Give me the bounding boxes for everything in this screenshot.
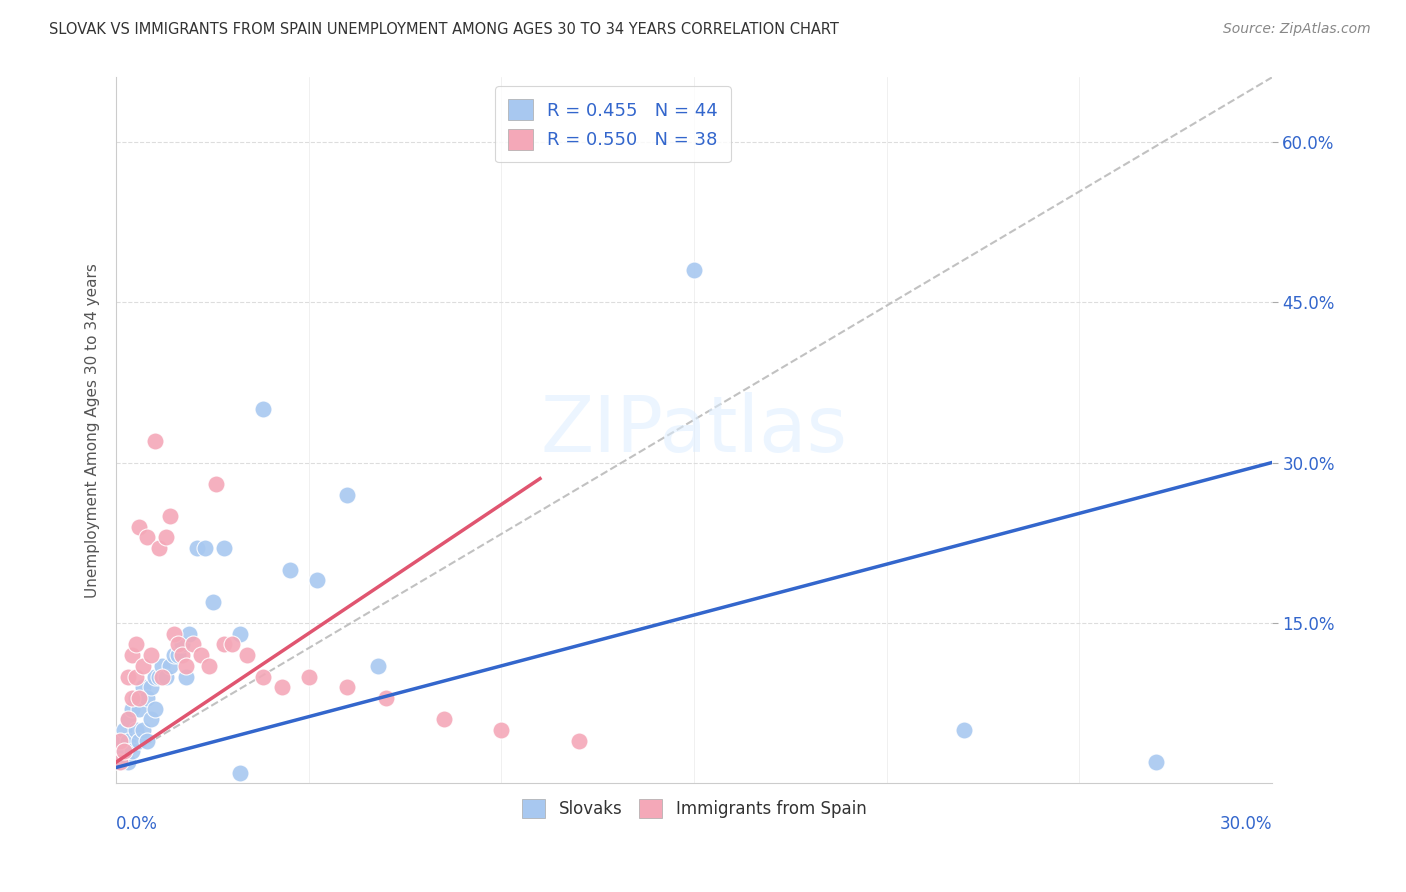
Point — [433, 712, 456, 726]
Point — [139, 680, 162, 694]
Point — [108, 733, 131, 747]
Text: 30.0%: 30.0% — [1219, 815, 1272, 833]
Point — [121, 690, 143, 705]
Point — [121, 648, 143, 662]
Point — [128, 520, 150, 534]
Point — [683, 263, 706, 277]
Point — [221, 637, 243, 651]
Legend: Slovaks, Immigrants from Spain: Slovaks, Immigrants from Spain — [515, 792, 873, 824]
Point — [163, 626, 186, 640]
Point — [174, 669, 197, 683]
Text: Source: ZipAtlas.com: Source: ZipAtlas.com — [1223, 22, 1371, 37]
Point — [128, 701, 150, 715]
Point — [136, 690, 159, 705]
Point — [181, 637, 204, 651]
Point — [228, 765, 250, 780]
Point — [179, 626, 201, 640]
Point — [132, 723, 155, 737]
Point — [367, 658, 389, 673]
Point — [252, 402, 274, 417]
Point — [112, 744, 135, 758]
Point — [108, 755, 131, 769]
Point — [194, 541, 217, 556]
Point — [170, 637, 193, 651]
Text: SLOVAK VS IMMIGRANTS FROM SPAIN UNEMPLOYMENT AMONG AGES 30 TO 34 YEARS CORRELATI: SLOVAK VS IMMIGRANTS FROM SPAIN UNEMPLOY… — [49, 22, 839, 37]
Point — [278, 562, 301, 576]
Point — [152, 658, 174, 673]
Point — [143, 669, 166, 683]
Point — [139, 712, 162, 726]
Point — [108, 733, 131, 747]
Point — [143, 434, 166, 449]
Point — [298, 669, 321, 683]
Point — [121, 701, 143, 715]
Point — [336, 680, 359, 694]
Point — [252, 669, 274, 683]
Point — [128, 690, 150, 705]
Point — [124, 690, 146, 705]
Y-axis label: Unemployment Among Ages 30 to 34 years: Unemployment Among Ages 30 to 34 years — [86, 263, 100, 598]
Point — [124, 723, 146, 737]
Point — [567, 733, 589, 747]
Point — [201, 594, 224, 608]
Point — [132, 680, 155, 694]
Point — [124, 669, 146, 683]
Point — [190, 648, 212, 662]
Point — [148, 669, 170, 683]
Point — [139, 648, 162, 662]
Point — [117, 712, 139, 726]
Text: ZIPatlas: ZIPatlas — [540, 392, 848, 468]
Point — [132, 658, 155, 673]
Point — [112, 723, 135, 737]
Point — [167, 637, 190, 651]
Point — [228, 626, 250, 640]
Point — [170, 648, 193, 662]
Point — [163, 648, 186, 662]
Point — [205, 477, 228, 491]
Point — [374, 690, 396, 705]
Point — [112, 744, 135, 758]
Point — [336, 488, 359, 502]
Point — [117, 669, 139, 683]
Point — [128, 733, 150, 747]
Point — [159, 658, 181, 673]
Point — [124, 637, 146, 651]
Point — [167, 648, 190, 662]
Point — [152, 669, 174, 683]
Point — [952, 723, 974, 737]
Point — [212, 541, 235, 556]
Point — [117, 712, 139, 726]
Point — [236, 648, 259, 662]
Point — [117, 733, 139, 747]
Point — [108, 755, 131, 769]
Point — [197, 658, 219, 673]
Point — [212, 637, 235, 651]
Point — [155, 531, 177, 545]
Point — [271, 680, 294, 694]
Point — [159, 509, 181, 524]
Point — [136, 733, 159, 747]
Point — [155, 669, 177, 683]
Point — [186, 541, 208, 556]
Text: 0.0%: 0.0% — [117, 815, 157, 833]
Point — [148, 541, 170, 556]
Point — [143, 701, 166, 715]
Point — [174, 658, 197, 673]
Point — [121, 744, 143, 758]
Point — [117, 755, 139, 769]
Point — [491, 723, 513, 737]
Point — [1144, 755, 1167, 769]
Point — [136, 531, 159, 545]
Point — [305, 573, 328, 587]
